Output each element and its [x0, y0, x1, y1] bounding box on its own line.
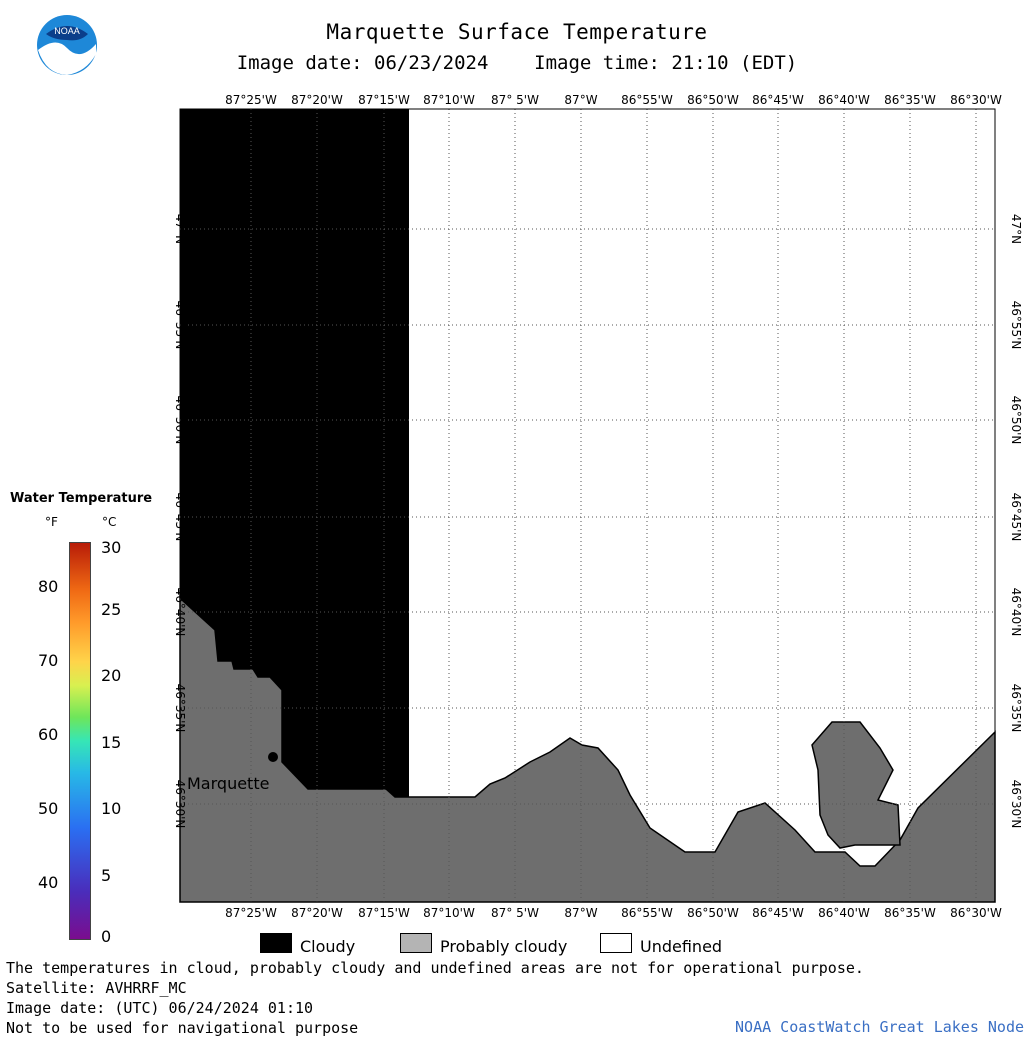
colorbar-tick-c: 20: [101, 666, 122, 685]
credit-link[interactable]: NOAA CoastWatch Great Lakes Node: [735, 1018, 1024, 1036]
map-grid: [180, 109, 995, 902]
city-label: Marquette: [187, 774, 269, 793]
colorbar-tick-f: 60: [38, 725, 59, 744]
legend-probably-cloudy-label: Probably cloudy: [440, 937, 568, 956]
lon-label-bottom: 87°25'W: [225, 906, 277, 920]
lon-label-top: 86°45'W: [752, 93, 804, 107]
cloudy-area: [180, 109, 409, 797]
lon-label-top: 87°25'W: [225, 93, 277, 107]
page-title: Marquette Surface Temperature: [326, 20, 708, 44]
lon-label-top: 87° 5'W: [491, 93, 539, 107]
lon-label-top: 86°35'W: [884, 93, 936, 107]
unit-fahrenheit: °F: [45, 515, 58, 529]
colorbar-tick-f: 70: [38, 651, 59, 670]
city-marker: [268, 752, 278, 762]
lat-label-left: 47°N: [173, 214, 187, 244]
lat-label-left: 46°50'N: [173, 396, 187, 445]
footer-utc-date: Image date: (UTC) 06/24/2024 01:10: [6, 999, 314, 1017]
lon-label-bottom: 87°W: [564, 906, 597, 920]
lon-label-bottom: 86°35'W: [884, 906, 936, 920]
lon-label-top: 87°10'W: [423, 93, 475, 107]
lat-label-right: 46°40'N: [1009, 588, 1023, 637]
colorbar-tick-c: 30: [101, 538, 122, 557]
lon-label-bottom: 87°15'W: [358, 906, 410, 920]
legend-cloudy-label: Cloudy: [300, 937, 356, 956]
lon-label-top: 87°15'W: [358, 93, 410, 107]
offshore-land: [811, 721, 901, 849]
land-area: [179, 589, 996, 903]
lon-label-top: 86°40'W: [818, 93, 870, 107]
lat-label-left: 46°35'N: [173, 684, 187, 733]
lon-label-top: 87°20'W: [291, 93, 343, 107]
lat-label-left: 46°30'N: [173, 780, 187, 829]
noaa-logo: NOAA: [37, 15, 97, 75]
colorbar-tick-c: 0: [101, 927, 112, 946]
lat-label-right: 47°N: [1009, 214, 1023, 244]
lon-label-bottom: 86°40'W: [818, 906, 870, 920]
undefined-swatch: [600, 933, 632, 953]
image-datetime: Image date: 06/23/2024 Image time: 21:10…: [236, 52, 798, 74]
logo-text: NOAA: [54, 26, 80, 36]
lat-label-left: 46°55'N: [173, 301, 187, 350]
legend-undefined-label: Undefined: [640, 937, 723, 956]
lon-label-top: 86°50'W: [687, 93, 739, 107]
colorbar-tick-f: 40: [38, 873, 59, 892]
footer-disclaimer: The temperatures in cloud, probably clou…: [6, 959, 864, 977]
lon-label-bottom: 87° 5'W: [491, 906, 539, 920]
unit-celsius: °C: [102, 515, 117, 529]
colorbar-tick-f: 50: [38, 799, 59, 818]
lat-label-right: 46°50'N: [1009, 396, 1023, 445]
lon-label-bottom: 87°20'W: [291, 906, 343, 920]
lat-label-right: 46°45'N: [1009, 493, 1023, 542]
lon-label-top: 86°55'W: [621, 93, 673, 107]
lat-label-right: 46°35'N: [1009, 684, 1023, 733]
colorbar-tick-c: 5: [101, 866, 112, 885]
lat-label-right: 46°30'N: [1009, 780, 1023, 829]
map-frame: [179, 108, 996, 903]
lon-label-top: 86°30'W: [950, 93, 1002, 107]
lat-label-left: 46°40'N: [173, 588, 187, 637]
colorbar-tick-c: 10: [101, 799, 122, 818]
lon-label-top: 87°W: [564, 93, 597, 107]
lat-label-left: 46°45'N: [173, 493, 187, 542]
lon-label-bottom: 87°10'W: [423, 906, 475, 920]
temperature-colorbar: [69, 542, 91, 940]
colorbar-tick-c: 25: [101, 600, 122, 619]
lon-label-bottom: 86°50'W: [687, 906, 739, 920]
probably-cloudy-swatch: [400, 933, 432, 953]
footer-navigation-warning: Not to be used for navigational purpose: [6, 1019, 359, 1037]
lon-label-bottom: 86°30'W: [950, 906, 1002, 920]
cloudy-swatch: [260, 933, 292, 953]
lon-label-bottom: 86°45'W: [752, 906, 804, 920]
lon-label-bottom: 86°55'W: [621, 906, 673, 920]
lat-label-right: 46°55'N: [1009, 301, 1023, 350]
legend-title: Water Temperature: [10, 491, 153, 506]
colorbar-tick-c: 15: [101, 733, 122, 752]
colorbar-tick-f: 80: [38, 577, 59, 596]
footer-satellite: Satellite: AVHRRF_MC: [6, 979, 187, 997]
